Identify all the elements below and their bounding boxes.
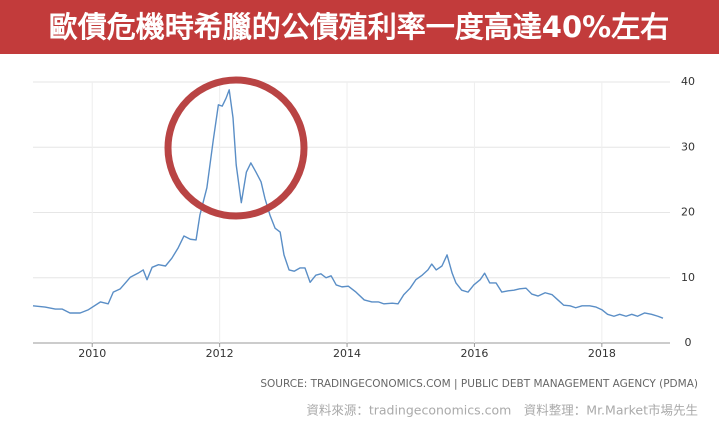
x-tick-label: 2016 bbox=[460, 347, 488, 360]
y-tick-label: 0 bbox=[685, 336, 692, 349]
y-tick-label: 20 bbox=[681, 206, 695, 219]
x-tick-label: 2014 bbox=[333, 347, 361, 360]
y-tick-label: 30 bbox=[681, 140, 695, 153]
source-note: SOURCE: TRADINGECONOMICS.COM | PUBLIC DE… bbox=[260, 378, 698, 390]
credit-note: 資料來源：tradingeconomics.com 資料整理：Mr.Market… bbox=[306, 403, 698, 418]
y-tick-label: 40 bbox=[681, 75, 695, 88]
title-banner bbox=[0, 0, 719, 54]
x-tick-label: 2012 bbox=[206, 347, 234, 360]
y-tick-label: 10 bbox=[681, 271, 695, 284]
x-tick-label: 2010 bbox=[78, 347, 106, 360]
highlight-circle bbox=[164, 76, 308, 220]
chart-title: 歐債危機時希臘的公債殖利率一度高達40%左右 bbox=[49, 10, 669, 44]
x-tick-label: 2018 bbox=[588, 347, 616, 360]
data-line bbox=[32, 89, 664, 319]
plot-area: 0 10 20 30 40 2010 2012 2014 2016 2018 bbox=[32, 75, 695, 360]
